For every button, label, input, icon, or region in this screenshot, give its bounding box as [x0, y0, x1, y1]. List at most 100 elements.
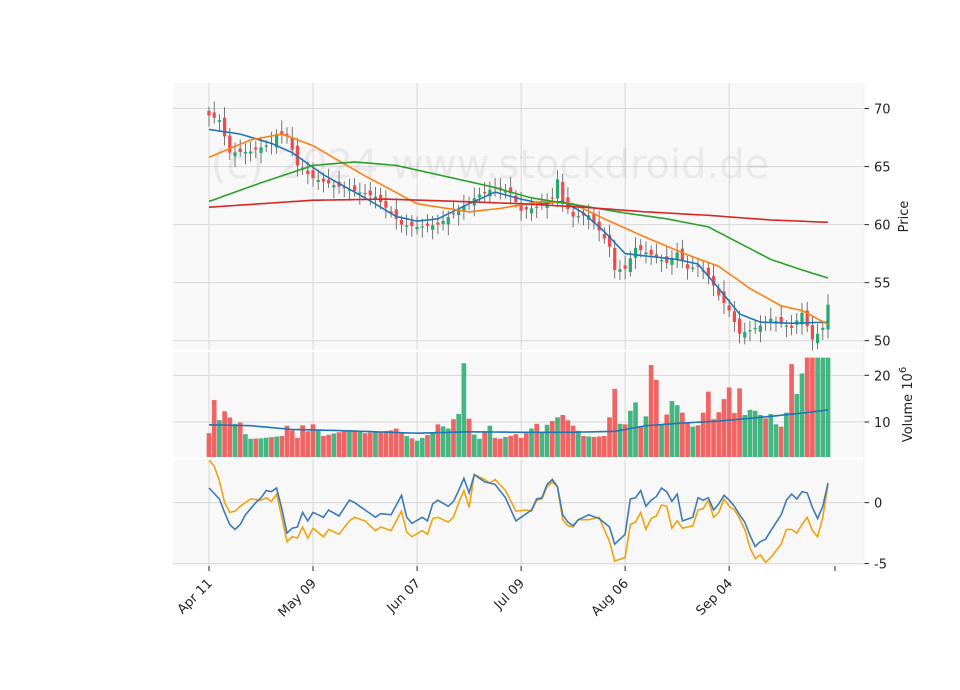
volume-bar: [430, 432, 436, 457]
candle: [649, 245, 653, 265]
volume-bar: [289, 430, 295, 457]
candle: [524, 202, 528, 219]
oscillator-main-line: [208, 473, 829, 548]
volume-bar: [492, 437, 498, 457]
candle: [254, 140, 258, 159]
volume-bar: [461, 363, 467, 457]
volume-bar: [211, 400, 217, 457]
volume-bar: [362, 433, 368, 457]
candle: [441, 210, 445, 231]
volume-bar: [279, 436, 285, 457]
candle: [342, 181, 346, 198]
candle: [555, 170, 560, 208]
candle: [321, 172, 326, 193]
candle: [737, 310, 742, 344]
candle: [779, 305, 783, 328]
volume-bar: [503, 436, 508, 457]
volume-bar: [523, 433, 529, 457]
volume-bar: [565, 420, 571, 457]
y-tick-label: 50: [874, 335, 891, 350]
volume-bar: [269, 437, 274, 457]
price-y-axis: 50 55 60 65 70: [864, 103, 891, 350]
candle: [732, 301, 736, 332]
x-axis: Apr 11 May 09 Jun 07 Jul 09 Aug 06 Sep 04: [175, 566, 836, 620]
y-tick-label: -5: [874, 558, 887, 573]
volume-bar: [778, 426, 784, 457]
volume-bar: [451, 419, 456, 457]
candle: [581, 208, 586, 226]
volume-bar: [799, 373, 805, 457]
candle: [592, 208, 596, 230]
candle: [217, 114, 222, 132]
candle: [462, 194, 466, 220]
volume-bar: [466, 418, 472, 457]
volume-bar: [529, 428, 534, 457]
candle: [800, 303, 804, 335]
volume-bar: [227, 417, 233, 457]
volume-bar: [617, 423, 623, 457]
candle: [821, 320, 825, 340]
watermark-text: (c) 2024 www.stockdroid.de: [211, 142, 769, 188]
ma-long-line: [208, 161, 829, 279]
candle: [675, 242, 679, 269]
volume-bar: [643, 416, 649, 457]
volume-bar: [612, 388, 618, 457]
candle: [212, 101, 216, 124]
candle: [451, 202, 456, 219]
candle: [654, 243, 658, 264]
candle: [243, 143, 248, 165]
volume-bar: [222, 411, 227, 457]
volume-bar: [784, 412, 789, 457]
volume-bar: [347, 431, 352, 457]
volume-bar: [341, 431, 347, 457]
volume-bar: [456, 414, 462, 457]
volume-bar: [321, 436, 326, 457]
y-tick-label: 70: [874, 103, 891, 118]
volume-bar: [544, 424, 550, 457]
candle: [389, 205, 393, 218]
candle: [696, 258, 700, 278]
volume-bar: [352, 430, 357, 457]
y-tick-label: 0: [874, 497, 882, 512]
volume-bar: [622, 424, 628, 457]
volume-bar: [409, 438, 415, 457]
volume-bar: [664, 414, 670, 457]
volume-bar: [232, 423, 238, 457]
volume-bar: [263, 437, 269, 457]
volume-bar: [310, 424, 316, 457]
candle: [488, 181, 492, 204]
volume-bar: [607, 417, 612, 457]
volume-bar: [654, 380, 659, 457]
volume-bar: [700, 412, 706, 457]
volume-ma-line: [208, 409, 829, 435]
y-tick-label: 60: [874, 219, 891, 234]
candle: [717, 283, 721, 301]
volume-bar: [331, 433, 337, 457]
volume-bar: [570, 425, 576, 457]
volume-bar: [248, 438, 253, 457]
candle: [535, 200, 539, 219]
volume-bar: [440, 426, 446, 457]
volume-bar: [815, 357, 820, 457]
volume-bar: [237, 422, 243, 457]
ma-short-line: [208, 128, 829, 325]
volume-bar: [773, 424, 779, 457]
candle: [316, 169, 320, 190]
volume-bar: [638, 426, 644, 457]
candle: [249, 141, 253, 162]
volume-bar: [404, 436, 410, 457]
volume-bar: [555, 417, 560, 457]
volume-bar: [471, 434, 477, 457]
volume-bar: [206, 433, 212, 457]
volume-bar: [326, 434, 331, 457]
volume-bar: [794, 394, 800, 457]
candle: [753, 320, 757, 334]
volume-bar: [690, 426, 696, 457]
candle: [353, 178, 357, 197]
candle: [306, 161, 310, 185]
candle: [774, 316, 778, 332]
candle: [769, 307, 773, 331]
candle: [706, 262, 710, 285]
volume-bar: [518, 437, 524, 457]
candle: [571, 205, 575, 228]
